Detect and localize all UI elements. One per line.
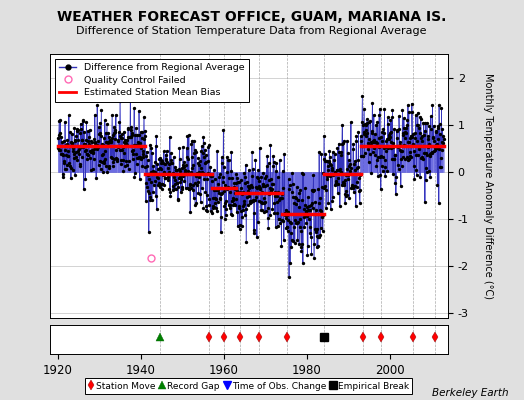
Legend: Station Move, Record Gap, Time of Obs. Change, Empirical Break: Station Move, Record Gap, Time of Obs. C… bbox=[85, 378, 412, 394]
Y-axis label: Monthly Temperature Anomaly Difference (°C): Monthly Temperature Anomaly Difference (… bbox=[483, 73, 493, 299]
Text: WEATHER FORECAST OFFICE, GUAM, MARIANA IS.: WEATHER FORECAST OFFICE, GUAM, MARIANA I… bbox=[57, 10, 446, 24]
Text: Difference of Station Temperature Data from Regional Average: Difference of Station Temperature Data f… bbox=[77, 26, 427, 36]
Legend: Difference from Regional Average, Quality Control Failed, Estimated Station Mean: Difference from Regional Average, Qualit… bbox=[54, 59, 249, 102]
Text: Berkeley Earth: Berkeley Earth bbox=[432, 388, 508, 398]
